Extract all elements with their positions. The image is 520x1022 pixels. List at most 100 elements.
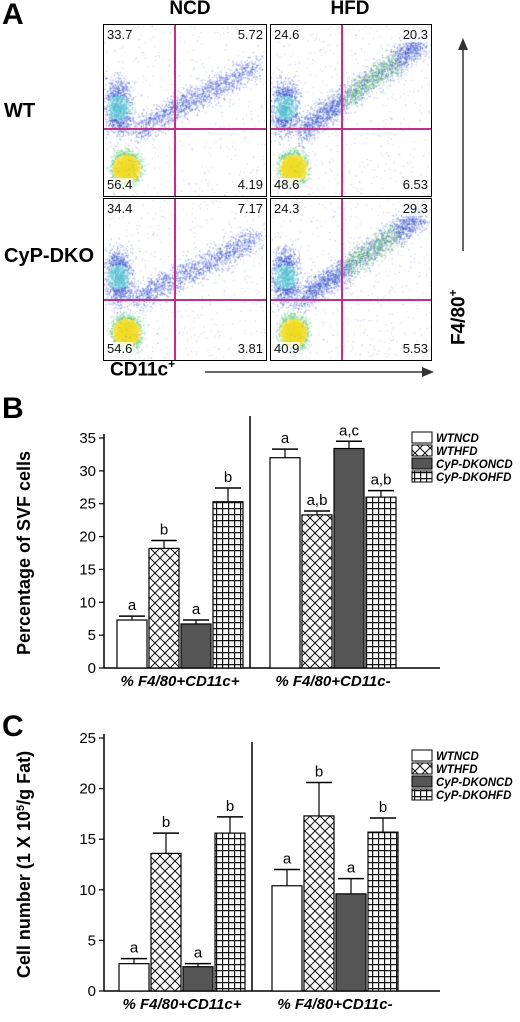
significance-label: a,b xyxy=(371,472,392,489)
bar xyxy=(365,496,397,669)
legend-label: CyP-DKOHFD xyxy=(436,472,511,484)
significance-label: b xyxy=(226,798,234,815)
significance-label: b xyxy=(315,764,323,781)
gate-horizontal xyxy=(271,299,431,301)
legend-label: CyP-DKOHFD xyxy=(436,790,511,802)
quadrant-ul: 34.4 xyxy=(106,201,134,216)
bar xyxy=(333,447,365,669)
bar xyxy=(269,457,301,669)
quadrant-lr: 4.19 xyxy=(236,177,264,192)
gate-vertical xyxy=(341,25,343,196)
bar xyxy=(367,831,399,992)
row-label-wt: WT xyxy=(4,100,36,122)
facs-density-dko-hfd xyxy=(271,199,431,360)
y-tick-label: 5 xyxy=(88,627,96,644)
bar xyxy=(214,832,246,992)
quadrant-ul: 33.7 xyxy=(106,27,134,42)
y-axis-arrow xyxy=(458,38,468,251)
quadrant-ll: 54.6 xyxy=(106,341,134,356)
y-tick-label: 25 xyxy=(79,496,96,513)
significance-label: b xyxy=(160,522,168,539)
y-tick-label: 25 xyxy=(79,730,96,747)
bar xyxy=(180,623,212,669)
legend-label: WTNCD xyxy=(436,751,479,763)
significance-label: a xyxy=(281,430,290,447)
significance-label: a xyxy=(192,601,201,618)
quadrant-ul: 24.3 xyxy=(273,201,301,216)
y-tick-label: 10 xyxy=(79,594,96,611)
bar xyxy=(212,501,244,669)
quadrant-lr: 3.81 xyxy=(236,341,264,356)
y-tick-label: 10 xyxy=(79,882,96,899)
significance-label: a xyxy=(194,945,203,962)
y-axis-label-sup: + xyxy=(446,289,460,297)
y-tick-label: 20 xyxy=(79,781,96,798)
legend-label: CyP-DKONCD xyxy=(436,459,513,471)
bar xyxy=(301,514,333,669)
significance-label: a,c xyxy=(339,422,360,439)
facs-plot-dko-ncd: 34.4 7.17 54.6 3.81 xyxy=(103,198,267,361)
significance-label: b xyxy=(162,814,170,831)
y-tick-label: 0 xyxy=(88,983,96,1000)
legend-label: WTHFD xyxy=(436,446,478,458)
facs-plot-wt-hfd: 24.6 20.3 48.6 6.53 xyxy=(270,24,432,197)
significance-label: a xyxy=(283,851,292,868)
y-tick-label: 30 xyxy=(79,463,96,480)
gate-vertical xyxy=(341,199,343,360)
legend-label: WTNCD xyxy=(436,433,479,445)
y-axis-label-tail: /g Fat) xyxy=(14,751,34,805)
legend-swatch xyxy=(411,749,433,762)
facs-density-wt-ncd xyxy=(104,25,266,196)
bar xyxy=(116,619,148,669)
x-axis-arrow xyxy=(205,367,434,377)
col-header-ncd: NCD xyxy=(169,0,211,19)
bar xyxy=(150,852,182,992)
significance-label: a,b xyxy=(307,492,328,509)
y-tick-label: 5 xyxy=(88,932,96,949)
significance-label: a xyxy=(347,860,356,877)
y-axis-label-f480: F4/80+ xyxy=(446,289,470,345)
bar-chart-b: B 0 5 10 15 20 25 30 35 Percentage of SVF cells a a… xyxy=(2,392,513,690)
bar-chart-c: C 0 5 10 15 20 25 Cell number (1 X 105/g Fat) a a… xyxy=(2,710,513,1013)
significance-label: a xyxy=(130,940,139,957)
y-tick-label: 0 xyxy=(88,660,96,677)
quadrant-ul: 24.6 xyxy=(273,27,301,42)
gate-vertical xyxy=(174,199,176,360)
legend-swatch xyxy=(411,775,433,788)
gate-vertical xyxy=(174,25,176,196)
significance-label: b xyxy=(224,469,232,486)
facs-density-wt-hfd xyxy=(271,25,431,196)
legend-label: WTHFD xyxy=(436,764,478,776)
bar xyxy=(182,966,214,992)
y-tick-label: 35 xyxy=(79,430,96,447)
significance-label: a xyxy=(128,597,137,614)
panel-letter: B xyxy=(2,392,24,425)
panel-a-letter: A xyxy=(2,0,24,31)
bar xyxy=(303,815,335,992)
bar xyxy=(118,963,150,992)
group-label: % F4/80+CD11c+ xyxy=(121,673,240,690)
quadrant-lr: 6.53 xyxy=(401,177,429,192)
quadrant-ur: 29.3 xyxy=(401,201,429,216)
x-axis-label-cd11c: CD11c+ xyxy=(110,357,175,381)
col-header-hfd: HFD xyxy=(330,0,370,19)
y-axis-label-text: F4/80 xyxy=(448,296,470,345)
gate-horizontal xyxy=(104,299,266,301)
y-axis-label: Percentage of SVF cells xyxy=(14,451,34,655)
legend-swatch xyxy=(411,457,433,470)
facs-plot-wt-ncd: 33.7 5.72 56.4 4.19 xyxy=(103,24,267,197)
legend-swatch xyxy=(411,470,433,483)
legend-label: CyP-DKONCD xyxy=(436,777,513,789)
quadrant-ll: 56.4 xyxy=(106,177,134,192)
bar xyxy=(335,893,367,992)
quadrant-ur: 7.17 xyxy=(236,201,264,216)
gate-horizontal xyxy=(271,128,431,130)
facs-plot-dko-hfd: 24.3 29.3 40.9 5.53 xyxy=(270,198,432,361)
x-axis-label-text: CD11c xyxy=(110,359,169,381)
legend-swatch xyxy=(411,762,433,775)
quadrant-ll: 40.9 xyxy=(273,341,301,356)
quadrant-lr: 5.53 xyxy=(401,341,429,356)
facs-density-dko-ncd xyxy=(104,199,266,360)
quadrant-ur: 20.3 xyxy=(401,27,429,42)
group-label: % F4/80+CD11c- xyxy=(277,996,392,1013)
